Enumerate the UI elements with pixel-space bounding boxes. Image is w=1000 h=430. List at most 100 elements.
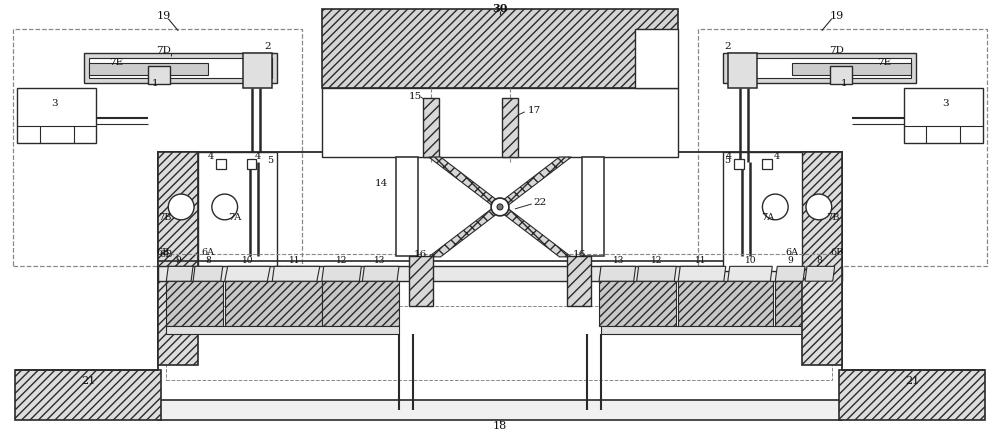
- Text: 7E: 7E: [109, 58, 123, 67]
- Bar: [17, 89, 96, 143]
- Text: 7A: 7A: [228, 213, 241, 222]
- Text: 16: 16: [414, 249, 427, 258]
- Bar: [84, 54, 277, 84]
- Text: 7E: 7E: [877, 58, 891, 67]
- Text: 12: 12: [336, 255, 347, 264]
- Bar: [409, 257, 433, 306]
- Text: 4: 4: [208, 152, 214, 160]
- Text: 5: 5: [267, 156, 273, 165]
- Text: 13: 13: [613, 255, 625, 264]
- Text: 4: 4: [726, 152, 732, 160]
- Text: 1: 1: [152, 79, 159, 87]
- Bar: [678, 282, 773, 326]
- Text: 10: 10: [745, 255, 756, 264]
- Bar: [243, 54, 272, 89]
- Bar: [728, 59, 911, 79]
- Text: 8: 8: [205, 255, 211, 264]
- Bar: [225, 282, 322, 326]
- Bar: [635, 30, 678, 89]
- Polygon shape: [193, 267, 223, 282]
- Circle shape: [491, 199, 509, 216]
- Bar: [762, 160, 772, 170]
- Text: 2: 2: [264, 42, 271, 51]
- Text: 13: 13: [374, 255, 385, 264]
- Text: 15: 15: [409, 91, 422, 100]
- Bar: [89, 59, 272, 79]
- Bar: [601, 326, 834, 334]
- Bar: [734, 160, 744, 170]
- Text: 7A: 7A: [761, 213, 774, 222]
- Text: 5: 5: [725, 156, 731, 165]
- Bar: [775, 282, 835, 326]
- Bar: [322, 10, 678, 89]
- Text: 30: 30: [492, 3, 508, 14]
- Text: 6B: 6B: [157, 247, 170, 256]
- Bar: [322, 89, 678, 158]
- Text: 7B: 7B: [159, 213, 172, 222]
- Text: 7D: 7D: [829, 46, 844, 55]
- Bar: [166, 326, 399, 334]
- Bar: [166, 282, 223, 326]
- Polygon shape: [728, 267, 772, 282]
- Bar: [423, 99, 439, 158]
- Polygon shape: [166, 267, 193, 282]
- Text: 3: 3: [942, 99, 949, 108]
- Text: 1: 1: [841, 79, 848, 87]
- Bar: [502, 99, 518, 158]
- Bar: [166, 306, 832, 381]
- Bar: [158, 267, 842, 282]
- Circle shape: [212, 195, 238, 220]
- Polygon shape: [599, 267, 636, 282]
- Text: 11: 11: [695, 255, 707, 264]
- Bar: [904, 89, 983, 143]
- Bar: [158, 153, 198, 366]
- Polygon shape: [637, 267, 676, 282]
- Text: 21: 21: [905, 375, 919, 385]
- Text: 6B: 6B: [830, 247, 843, 256]
- Text: 9: 9: [175, 255, 181, 264]
- Circle shape: [806, 195, 832, 220]
- Bar: [396, 158, 418, 257]
- Text: 19: 19: [156, 11, 170, 21]
- Text: 17: 17: [528, 106, 541, 115]
- Text: 9: 9: [787, 255, 793, 264]
- Bar: [839, 371, 985, 420]
- Polygon shape: [225, 267, 270, 282]
- Text: 12: 12: [651, 255, 662, 264]
- Bar: [830, 67, 852, 85]
- Bar: [247, 160, 256, 170]
- Bar: [89, 64, 208, 76]
- Bar: [15, 371, 161, 420]
- Polygon shape: [429, 158, 571, 257]
- Text: 16: 16: [573, 249, 586, 258]
- Bar: [723, 153, 802, 272]
- Polygon shape: [775, 267, 805, 282]
- Bar: [158, 400, 842, 420]
- Bar: [198, 153, 277, 272]
- Text: 21: 21: [81, 375, 95, 385]
- Text: 2: 2: [724, 42, 731, 51]
- Polygon shape: [805, 267, 835, 282]
- Bar: [567, 257, 591, 306]
- Circle shape: [168, 195, 194, 220]
- Bar: [802, 153, 842, 366]
- Bar: [698, 30, 987, 267]
- Bar: [599, 282, 676, 326]
- Circle shape: [762, 195, 788, 220]
- Bar: [13, 30, 302, 267]
- Text: 14: 14: [375, 178, 388, 187]
- Text: 6A: 6A: [786, 247, 799, 256]
- Text: 4: 4: [254, 152, 261, 160]
- Text: 10: 10: [242, 255, 253, 264]
- Polygon shape: [322, 267, 361, 282]
- Bar: [216, 160, 226, 170]
- Text: 8: 8: [816, 255, 822, 264]
- Bar: [582, 158, 604, 257]
- Polygon shape: [678, 267, 726, 282]
- Text: 18: 18: [493, 420, 507, 430]
- Text: 4: 4: [774, 152, 780, 160]
- Text: 7B: 7B: [826, 213, 839, 222]
- Bar: [158, 153, 842, 410]
- Text: 22: 22: [533, 198, 546, 207]
- Text: 6B: 6B: [160, 249, 173, 258]
